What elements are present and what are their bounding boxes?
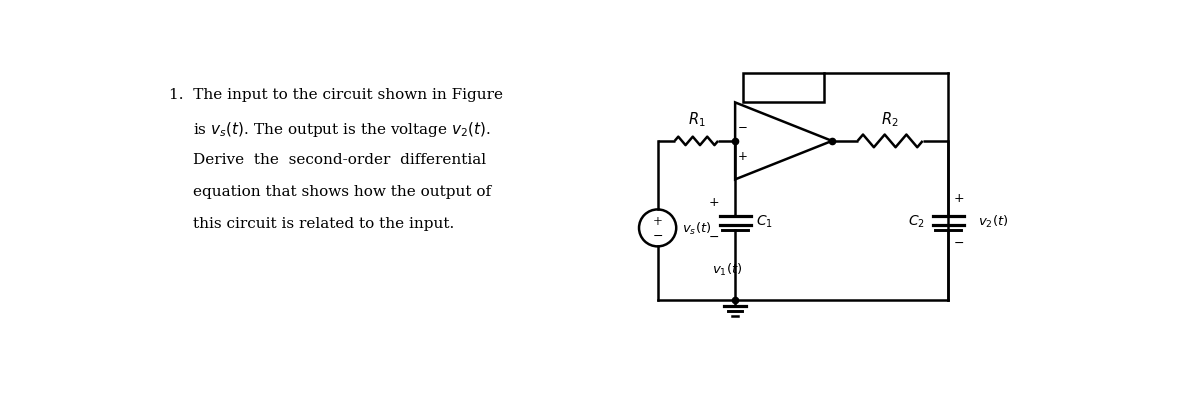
Text: −: − xyxy=(709,230,720,243)
Text: +: + xyxy=(954,192,965,205)
Text: $v_s(t)$: $v_s(t)$ xyxy=(683,220,712,237)
Text: Derive  the  second-order  differential: Derive the second-order differential xyxy=(193,152,486,166)
Text: +: + xyxy=(738,150,748,163)
Text: is $v_s(t)$. The output is the voltage $v_2(t)$.: is $v_s(t)$. The output is the voltage $… xyxy=(193,120,491,139)
Text: −: − xyxy=(954,236,965,249)
Text: −: − xyxy=(738,120,748,133)
Text: +: + xyxy=(709,195,720,208)
Text: $v_1(t)$: $v_1(t)$ xyxy=(712,261,743,277)
Text: this circuit is related to the input.: this circuit is related to the input. xyxy=(193,217,454,231)
Text: +: + xyxy=(653,214,662,227)
Text: equation that shows how the output of: equation that shows how the output of xyxy=(193,185,491,198)
Text: $C_2$: $C_2$ xyxy=(908,213,925,229)
Text: −: − xyxy=(653,230,662,243)
Text: $R_1$: $R_1$ xyxy=(688,110,706,128)
Text: $v_2(t)$: $v_2(t)$ xyxy=(978,213,1008,229)
Text: $R_2$: $R_2$ xyxy=(881,110,899,128)
Bar xyxy=(743,74,824,103)
Text: $C_1$: $C_1$ xyxy=(756,213,773,229)
Text: 1.  The input to the circuit shown in Figure: 1. The input to the circuit shown in Fig… xyxy=(169,88,503,102)
